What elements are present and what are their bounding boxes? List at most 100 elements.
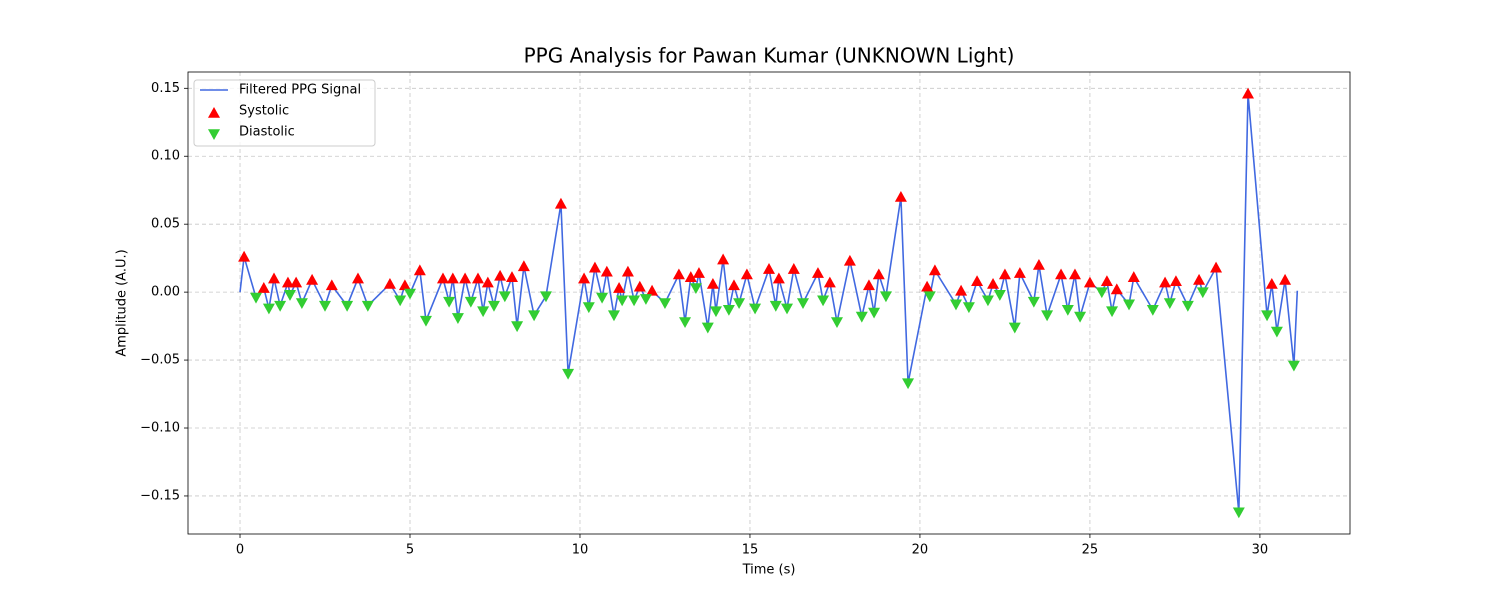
x-tick-label: 30 [1252,543,1269,558]
systolic-marker [621,265,634,277]
diastolic-marker [607,310,620,322]
x-tick-label: 10 [572,543,589,558]
diastolic-marker [451,313,464,324]
diastolic-marker [722,304,735,316]
legend: Filtered PPG Signal Systolic Diastolic [193,79,376,147]
plot-frame [187,71,1351,535]
y-tick-label: −0.05 [140,353,180,368]
systolic-marker [740,268,753,280]
diastolic-marker [319,300,332,312]
systolic-marker [811,267,824,278]
diastolic-marker [709,306,722,318]
systolic-marker [578,272,591,284]
diastolic-marker [361,300,374,312]
diastolic-marker [394,295,407,307]
x-tick-label: 20 [912,543,929,558]
y-tick-label: 0.15 [151,81,180,96]
legend-swatch [208,129,220,140]
systolic-marker [588,261,601,273]
y-tick-label: 0.10 [151,149,180,164]
systolic-marker [843,254,856,266]
systolic-marker [436,272,449,284]
systolic-marker [306,273,319,285]
systolic-marker [1279,273,1292,285]
diastolic-marker [1261,310,1274,322]
systolic-marker [633,280,646,292]
diastolic-marker [689,283,702,295]
systolic-marker [706,277,719,289]
systolic-marker [921,280,934,292]
systolic-marker [1055,268,1068,280]
systolic-marker [351,272,364,284]
systolic-marker [646,284,659,296]
systolic-marker [1265,277,1278,289]
legend-box [193,79,376,147]
diastolic-marker [1270,326,1283,338]
diastolic-marker [749,303,762,315]
diastolic-marker [981,295,994,307]
diastolic-marker [769,300,782,312]
systolic-marker [1242,87,1255,99]
systolic-marker [554,197,567,209]
y-tick-label: 0.05 [151,217,180,232]
diastolic-marker [855,311,868,323]
systolic-marker [1032,258,1045,270]
diastolic-marker [1163,298,1176,309]
diastolic-marker [562,368,575,380]
diastolic-marker [949,299,962,311]
x-tick-label: 25 [1082,543,1099,558]
diastolic-marker [781,303,794,315]
diastolic-marker [733,298,746,309]
diastolic-marker [582,302,595,314]
diastolic-marker [1095,287,1108,299]
diastolic-marker [993,290,1006,301]
diastolic-marker [679,317,692,329]
diastolic-marker [1123,299,1136,311]
systolic-marker [1127,271,1140,282]
systolic-marker [823,276,836,288]
systolic-marker [290,276,303,288]
systolic-marker [672,268,685,280]
legend-swatch [208,107,220,118]
y-tick-label: 0.00 [151,285,180,300]
diastolic-marker [274,300,287,312]
legend-label: Diastolic [239,125,295,140]
systolic-marker [398,279,411,291]
systolic-marker [1159,276,1172,288]
systolic-marker [238,250,251,262]
systolic-marker [955,284,968,296]
diastolic-marker [1027,296,1040,308]
systolic-marker [971,275,984,287]
diastolic-marker [879,291,892,303]
diastolic-marker [796,298,809,309]
systolic-marker [987,277,1000,289]
systolic-marker [459,272,472,284]
diastolic-marker [1287,360,1300,372]
systolic-marker [862,279,875,291]
diastolic-marker [443,296,456,308]
diastolic-marker [701,322,714,334]
systolic-marker [872,268,885,280]
diastolic-marker [1008,322,1021,334]
systolic-marker [727,279,740,291]
diastolic-marker [249,292,262,304]
diastolic-marker [1146,304,1159,316]
x-tick-label: 5 [406,543,414,558]
systolic-marker [763,263,775,274]
diastolic-marker [962,302,975,314]
systolic-marker [1210,261,1223,273]
legend-label: Filtered PPG Signal [239,83,361,98]
y-axis-label: Amplitude (A.U.) [115,249,130,356]
diastolic-marker [596,292,609,304]
systolic-marker [268,272,281,284]
systolic-marker [494,269,507,281]
systolic-marker [471,272,484,284]
diastolic-marker [464,296,477,308]
systolic-marker [446,272,459,284]
chart-title: PPG Analysis for Pawan Kumar (UNKNOWN Li… [524,44,1015,68]
diastolic-marker [498,291,511,303]
systolic-marker [505,271,518,282]
diastolic-marker [262,303,275,315]
y-tick-label: −0.10 [140,421,180,436]
